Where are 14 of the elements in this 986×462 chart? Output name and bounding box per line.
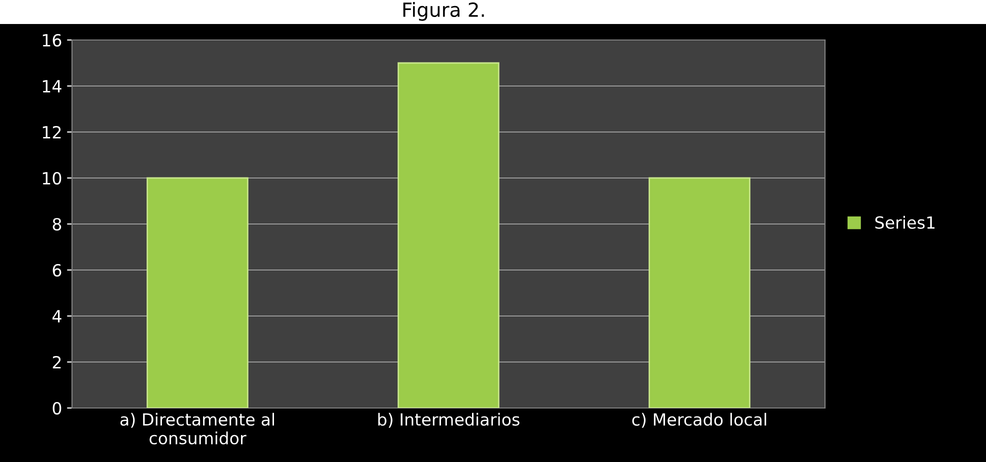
y-tick-label: 8: [52, 218, 62, 231]
x-tick-label: c) Mercado local: [632, 412, 766, 428]
y-tick-label: 6: [52, 264, 62, 277]
y-tick-label: 16: [42, 34, 62, 47]
y-tick-label: 0: [52, 402, 62, 415]
y-tick-label: 14: [42, 80, 62, 92]
legend-label: Series1: [875, 216, 935, 229]
y-tick-label: 4: [52, 310, 62, 322]
y-tick-label: 10: [42, 172, 62, 185]
y-tick-label: 2: [52, 356, 61, 368]
x-tick-label: a) Directamente al consumidor: [120, 412, 274, 444]
chart-title: Figura 2.: [403, 2, 484, 21]
y-tick-label: 12: [42, 126, 61, 138]
x-tick-label: b) Intermediarios: [378, 412, 520, 428]
